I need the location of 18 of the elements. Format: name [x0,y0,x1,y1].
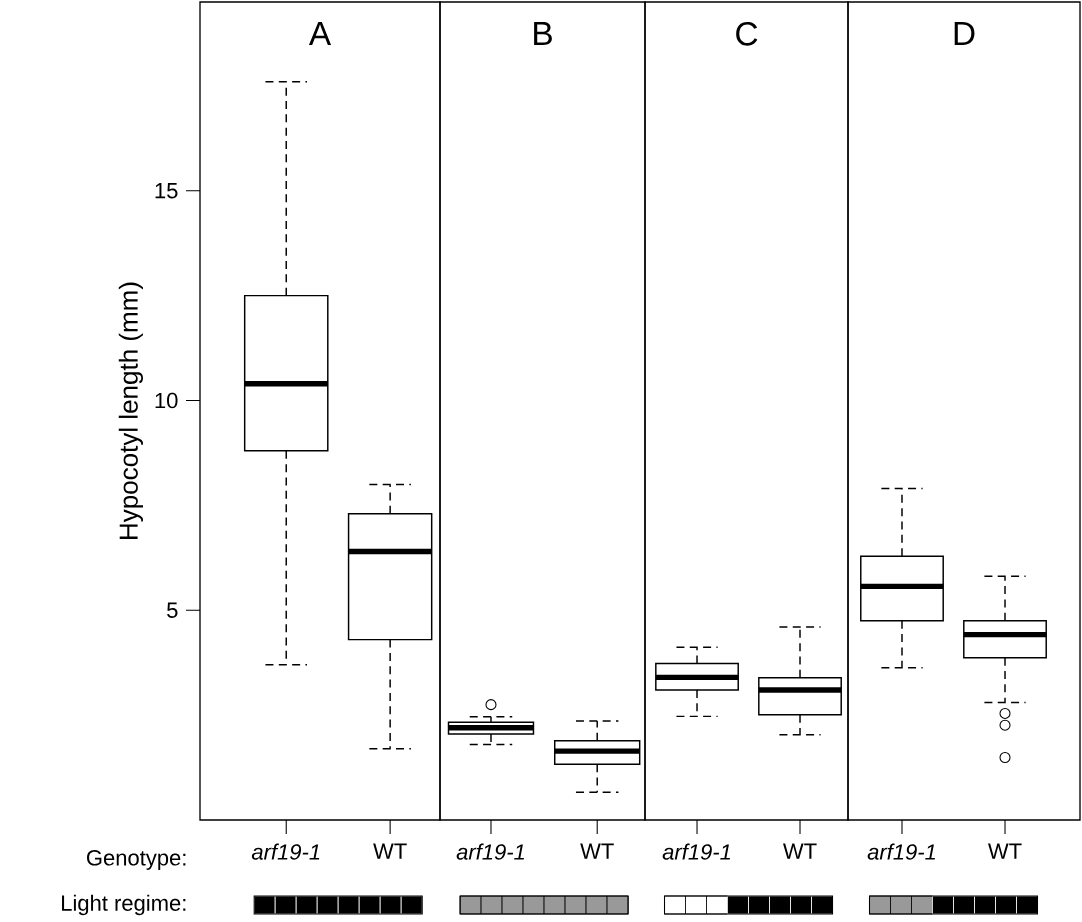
x-tick-label: arf19-1 [456,843,524,860]
x-tick-label: arf19-1 [251,843,320,860]
text: Genotype: [87,850,186,870]
y-tick-label: 5 [167,602,178,618]
chart-title: B [534,22,552,45]
x-tick-label: WT [783,843,817,859]
y-axis-title: Hypocotyl length (mm) [118,282,143,539]
x-tick-label: arf19-1 [867,843,935,860]
chart-title: D [954,22,975,45]
y-tick-label: 10 [155,392,178,409]
x-tick-label: arf19-1 [662,843,730,860]
x-tick-label: WT [988,843,1022,859]
x-tick-label: WT [373,843,407,859]
text: Light regime: [62,894,186,916]
chart-title: C [736,22,758,46]
chart-title: A [308,22,332,45]
x-tick-label: WT [580,843,614,859]
y-tick-label: 15 [155,183,178,199]
